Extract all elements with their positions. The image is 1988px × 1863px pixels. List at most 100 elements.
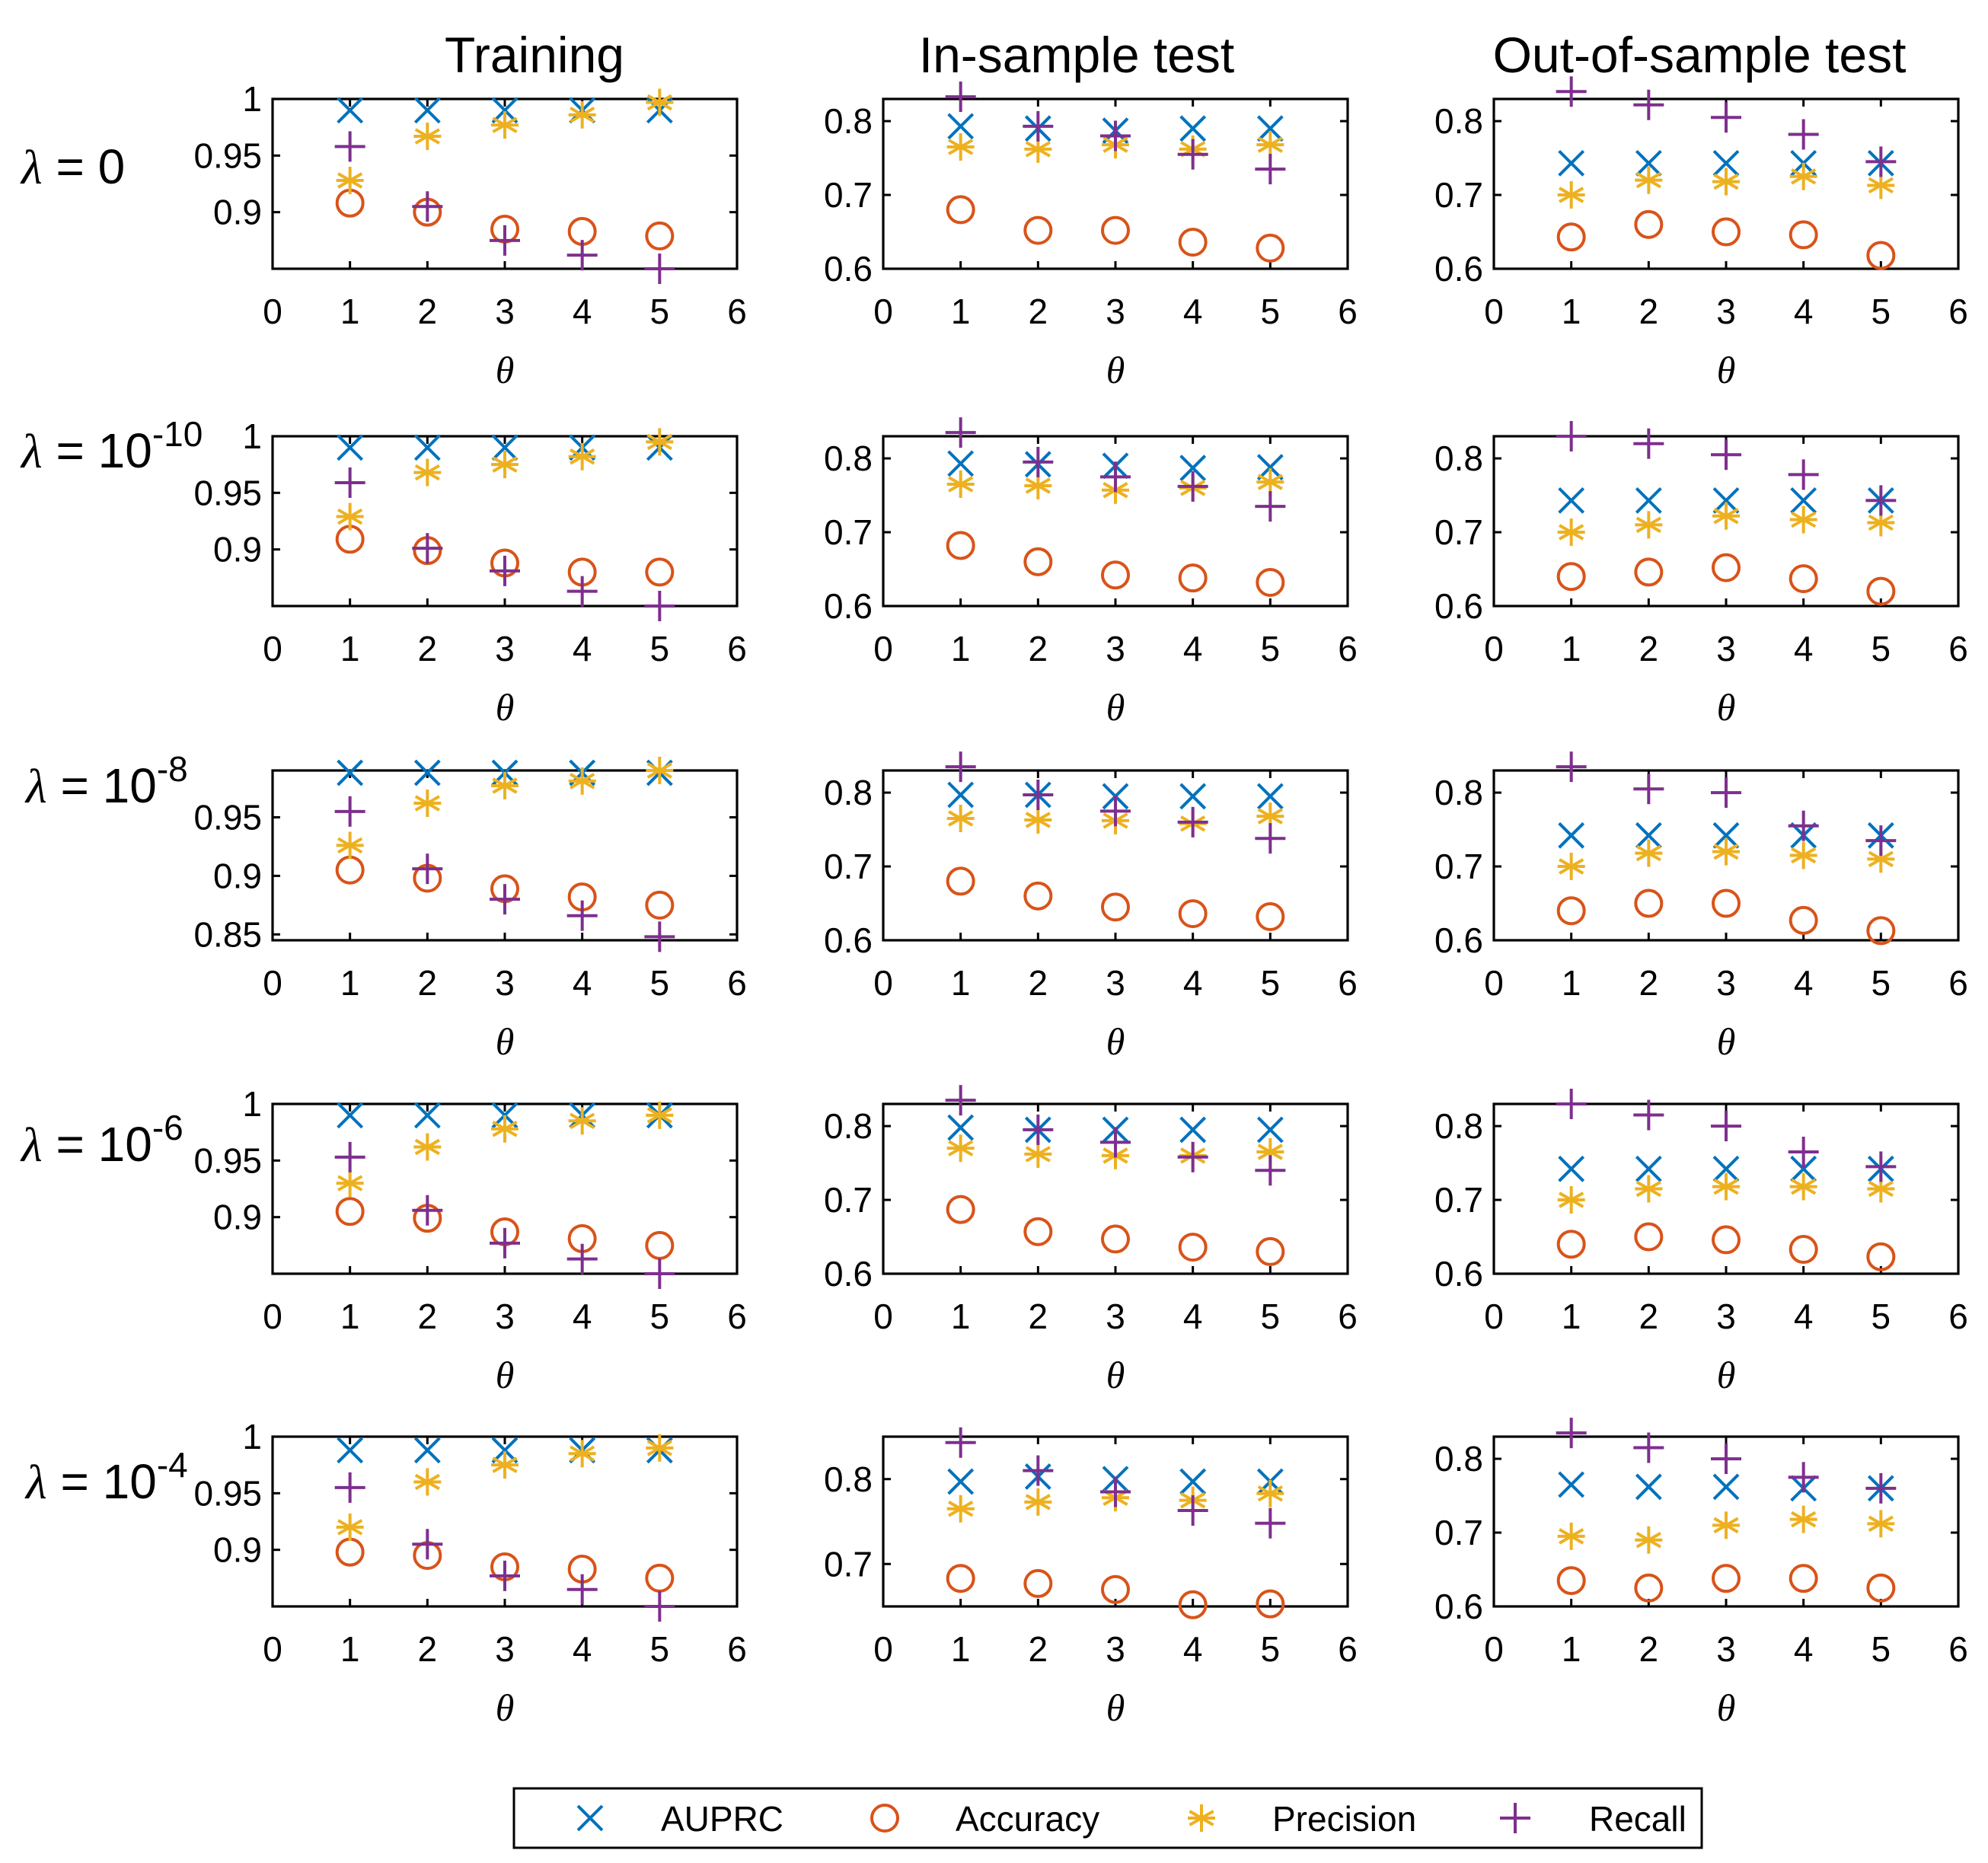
y-tick-label: 0.6 [824, 249, 873, 289]
column-titles: Training In-sample test Out-of-sample te… [445, 27, 1906, 83]
x-tick-label: 4 [1794, 292, 1814, 331]
x-tick-label: 3 [495, 292, 515, 331]
x-tick-label: 2 [1639, 1297, 1659, 1336]
point-auprc [1790, 1155, 1817, 1182]
x-axis-label: θ [1106, 1354, 1125, 1396]
point-recall [1865, 485, 1897, 516]
point-accuracy [1634, 1222, 1664, 1252]
point-auprc [1635, 821, 1662, 849]
legend-marker-precision [1188, 1804, 1215, 1832]
y-tick-label: 0.7 [1434, 512, 1483, 552]
point-auprc [1558, 1471, 1585, 1498]
point-accuracy [1556, 1230, 1586, 1259]
point-recall [1865, 1472, 1897, 1504]
panel-r4-c0: 0 1 2 3 4 5 6 0.9 0.95 1 θ [193, 1417, 746, 1729]
x-tick-label: 4 [1794, 1629, 1814, 1669]
point-recall [1633, 428, 1664, 459]
y-tick-label: 0.9 [213, 530, 262, 569]
x-axis-label: θ [496, 1686, 515, 1729]
x-tick-label: 5 [1872, 292, 1891, 331]
y-tick-label: 1 [242, 416, 262, 456]
x-tick-label: 1 [951, 1297, 971, 1336]
point-recall [1556, 751, 1587, 783]
point-recall [1711, 1111, 1741, 1142]
y-tick-label: 0.7 [824, 175, 873, 215]
point-accuracy [1101, 560, 1130, 590]
point-recall [412, 1195, 443, 1226]
x-tick-label: 5 [650, 292, 670, 331]
point-accuracy [1101, 215, 1130, 245]
point-auprc [413, 1102, 441, 1129]
x-tick-label: 0 [873, 292, 893, 331]
y-tick-label: 0.8 [824, 439, 873, 478]
x-tick-label: 4 [1183, 963, 1203, 1003]
x-tick-label: 5 [1261, 629, 1281, 668]
point-accuracy [1634, 1573, 1664, 1603]
x-tick-label: 4 [1183, 292, 1203, 331]
x-tick-label: 4 [1794, 1297, 1814, 1336]
y-tick-label: 0.8 [824, 773, 873, 812]
x-tick-label: 4 [1794, 629, 1814, 668]
row-label-1: λ = 10-10 [20, 414, 203, 478]
point-accuracy [1256, 901, 1285, 931]
point-recall [334, 796, 365, 827]
axes-box [882, 1435, 1349, 1608]
x-tick-label: 6 [1948, 1629, 1968, 1669]
point-accuracy [946, 1195, 975, 1224]
x-axis-label: θ [1106, 1686, 1125, 1729]
point-accuracy [1556, 1566, 1586, 1596]
point-auprc [1712, 149, 1740, 177]
point-accuracy [1556, 562, 1586, 592]
point-recall [566, 1574, 598, 1605]
x-tick-label: 4 [1183, 1629, 1203, 1669]
y-tick-label: 0.6 [1434, 1587, 1483, 1626]
y-tick-label: 1 [242, 1417, 262, 1456]
point-accuracy [645, 1230, 675, 1260]
point-recall [1255, 823, 1286, 854]
y-tick-label: 0.8 [1434, 101, 1483, 141]
x-tick-label: 3 [1106, 963, 1125, 1003]
point-precision [1635, 166, 1663, 194]
x-tick-label: 1 [1562, 1297, 1581, 1336]
point-auprc [1558, 149, 1585, 177]
x-tick-label: 3 [495, 629, 515, 668]
column-title-training: Training [445, 27, 624, 83]
point-recall [1865, 146, 1897, 177]
panel-r3-c0: 0 1 2 3 4 5 6 0.9 0.95 1 θ [193, 1084, 746, 1396]
point-recall [1023, 110, 1054, 142]
column-title-out-of-sample: Out-of-sample test [1493, 27, 1907, 83]
point-auprc [491, 97, 519, 124]
y-tick-label: 0.6 [824, 1254, 873, 1294]
x-tick-label: 1 [951, 1629, 971, 1669]
panel-r4-c1: 0 1 2 3 4 5 6 0.7 0.8 θ [824, 1427, 1358, 1729]
point-recall [945, 1427, 976, 1458]
point-auprc [947, 781, 975, 809]
point-accuracy [1101, 892, 1130, 922]
x-tick-label: 0 [263, 1629, 282, 1669]
panel-r0-c1: 0 1 2 3 4 5 6 0.6 0.7 0.8 θ [824, 81, 1358, 391]
y-tick-label: 0.9 [213, 1530, 262, 1570]
x-tick-label: 1 [1562, 1629, 1581, 1669]
y-tick-label: 0.7 [824, 512, 873, 552]
y-tick-label: 0.7 [824, 847, 873, 886]
x-tick-label: 5 [1261, 1297, 1281, 1336]
point-accuracy [1023, 881, 1053, 911]
x-tick-label: 5 [1872, 963, 1891, 1003]
point-auprc [1712, 821, 1740, 849]
x-tick-label: 1 [340, 963, 360, 1003]
x-tick-label: 3 [1716, 292, 1736, 331]
point-precision [1256, 1479, 1284, 1507]
point-auprc [413, 759, 441, 786]
point-auprc [1256, 115, 1284, 142]
point-auprc [491, 434, 519, 461]
x-axis-label: θ [1106, 686, 1125, 729]
x-tick-label: 3 [495, 1629, 515, 1669]
point-precision [946, 133, 975, 161]
x-tick-label: 2 [1029, 1629, 1048, 1669]
point-auprc [413, 434, 441, 461]
point-recall [490, 1227, 520, 1258]
x-tick-label: 6 [1338, 629, 1358, 668]
point-precision [491, 771, 519, 799]
x-tick-label: 0 [1484, 1297, 1504, 1336]
point-auprc [413, 1437, 441, 1464]
